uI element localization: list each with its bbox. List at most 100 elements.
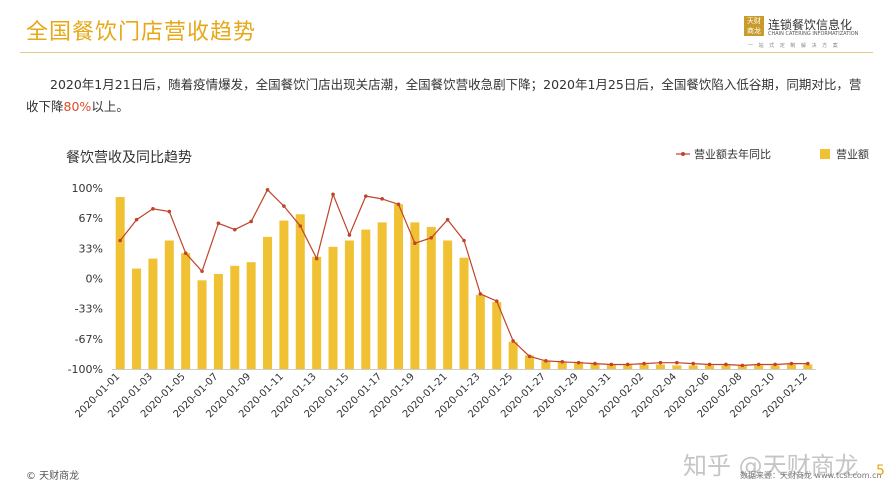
revenue-bar — [148, 258, 158, 369]
y-tick-label: -100% — [68, 363, 103, 376]
yoy-point — [625, 362, 630, 367]
revenue-bar — [164, 240, 174, 369]
yoy-point — [789, 361, 794, 366]
revenue-bar — [230, 265, 240, 369]
revenue-bar — [590, 363, 600, 369]
yoy-point — [167, 209, 172, 214]
page-number: 5 — [876, 463, 885, 479]
yoy-point — [609, 362, 614, 367]
chart-title: 餐饮营收及同比趋势 — [66, 150, 192, 166]
y-tick-label: 0% — [86, 273, 103, 286]
bar-series — [115, 197, 813, 369]
logo-mark: 天财 商龙 — [744, 16, 764, 36]
revenue-bar — [606, 364, 616, 369]
revenue-bar — [263, 236, 273, 369]
x-axis: 2020-01-012020-01-032020-01-052020-01-07… — [73, 369, 816, 420]
yoy-point — [462, 238, 466, 243]
yoy-point — [494, 299, 499, 303]
revenue-bar — [132, 268, 142, 369]
revenue-bar — [623, 364, 633, 369]
y-tick-label: 100% — [72, 182, 103, 195]
yoy-point — [560, 359, 565, 364]
yoy-point — [347, 233, 352, 237]
revenue-bar — [115, 197, 125, 369]
revenue-bar — [508, 341, 518, 369]
revenue-bar — [574, 361, 584, 369]
y-tick-label: -33% — [75, 302, 103, 315]
logo-slogan: 一 站 式 定 制 解 决 方 案 — [748, 43, 840, 49]
yoy-point — [413, 241, 417, 246]
yoy-point — [773, 362, 777, 367]
y-tick-label: 67% — [79, 212, 103, 225]
revenue-bar — [344, 240, 354, 369]
revenue-bar — [443, 240, 453, 369]
y-tick-label: 33% — [79, 243, 103, 256]
revenue-bar — [770, 365, 780, 369]
yoy-point — [429, 235, 434, 240]
revenue-bar — [197, 280, 207, 369]
yoy-point — [249, 219, 253, 224]
yoy-point — [151, 207, 155, 211]
yoy-point — [691, 361, 696, 366]
yoy-point — [331, 192, 335, 197]
revenue-bar — [410, 222, 420, 369]
revenue-bar — [312, 256, 322, 369]
source-url: www.tcsl.com.cn — [814, 471, 882, 480]
summary-paragraph: 2020年1月21日后，随着疫情爆发，全国餐饮门店出现关店潮，全国餐饮营收急剧下… — [26, 74, 866, 118]
yoy-point — [740, 363, 745, 368]
yoy-point — [576, 360, 581, 365]
revenue-bar — [426, 226, 436, 369]
legend-label-yoy: 营业额去年同比 — [694, 147, 771, 161]
summary-text: 2020年1月21日后，随着疫情爆发，全国餐饮门店出现关店潮，全国餐饮营收急剧下… — [26, 77, 862, 114]
footer-copyright: © 天财商龙 — [26, 471, 80, 482]
yoy-point — [511, 339, 515, 343]
revenue-bar — [786, 364, 796, 369]
yoy-point — [642, 361, 646, 366]
yoy-point — [658, 360, 663, 365]
yoy-point — [675, 360, 679, 365]
yoy-point — [806, 361, 810, 366]
revenue-bar — [639, 364, 649, 369]
yoy-point — [232, 227, 237, 232]
legend-line-marker — [681, 152, 685, 156]
yoy-point — [134, 217, 139, 222]
legend-bar-swatch — [820, 149, 830, 159]
chart-legend: 营业额去年同比 营业额 — [676, 147, 869, 161]
company-logo: 天财 商龙 连锁餐饮信息化 CHAIN CATERING INFORMATIZA… — [744, 16, 870, 52]
revenue-bar — [328, 246, 338, 369]
logo-chinese-name: 连锁餐饮信息化 — [768, 18, 853, 32]
yoy-point — [544, 359, 548, 363]
yoy-point — [724, 362, 728, 367]
revenue-bar — [394, 204, 404, 369]
revenue-bar — [213, 273, 223, 369]
revenue-bar — [295, 214, 305, 369]
revenue-bar — [475, 294, 485, 369]
revenue-bar — [803, 364, 813, 369]
yoy-point — [265, 188, 270, 192]
revenue-bar — [181, 253, 191, 369]
revenue-bar — [737, 365, 747, 369]
yoy-point — [445, 217, 450, 222]
footer-source: 数据来源：天财商龙 www.tcsl.com.cn — [740, 470, 882, 481]
legend-label-revenue: 营业额 — [836, 147, 869, 161]
revenue-bar — [754, 365, 764, 369]
yoy-point — [282, 204, 286, 208]
line-series — [118, 188, 810, 368]
revenue-bar — [721, 365, 731, 369]
yoy-point — [756, 362, 761, 367]
revenue-bar — [361, 229, 371, 369]
yoy-point — [707, 362, 712, 367]
yoy-point — [183, 251, 188, 255]
revenue-bar — [655, 364, 665, 369]
yoy-point — [380, 197, 384, 201]
revenue-bar — [524, 355, 534, 369]
yoy-point — [298, 224, 303, 228]
revenue-bar — [541, 360, 551, 369]
y-tick-label: -67% — [75, 333, 103, 346]
source-text: 数据来源：天财商龙 — [740, 471, 812, 480]
title-divider — [20, 52, 873, 53]
yoy-point — [314, 256, 319, 261]
revenue-bar — [672, 365, 682, 369]
revenue-bar — [459, 257, 469, 369]
